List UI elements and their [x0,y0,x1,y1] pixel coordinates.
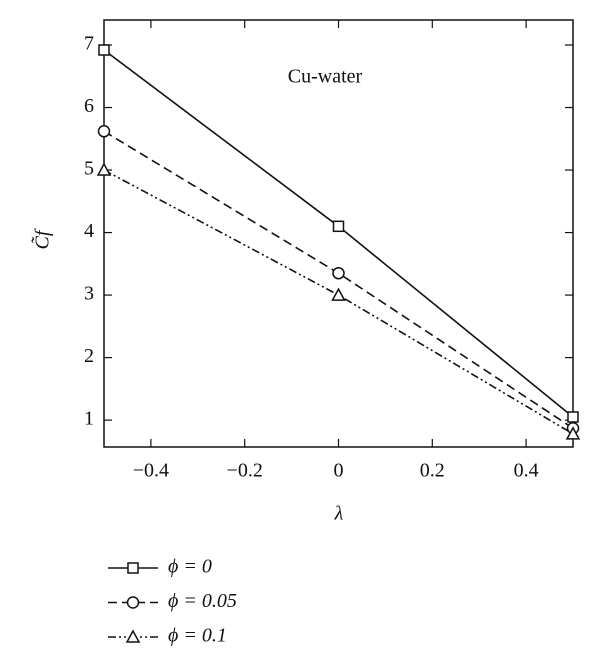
marker [565,426,581,440]
y-tick-label: 2 [84,345,94,367]
x-axis-label: λ [334,503,344,525]
x-tick-label: −0.4 [133,460,169,482]
legend-label: ϕ = 0.1 [168,625,227,647]
marker [97,125,111,138]
y-tick-label: 1 [84,408,94,430]
marker [331,287,346,301]
legend-label: ϕ = 0.05 [168,590,237,612]
y-tick-label: 7 [84,33,94,55]
series-line [103,169,574,435]
marker [332,220,345,233]
legend-label: ϕ = 0 [168,556,212,578]
legend-marker [125,629,141,643]
x-tick-label: 0 [334,460,344,482]
annotation: Cu-water [288,66,363,88]
y-axis-label: C̃f [30,228,53,249]
marker [567,411,579,423]
y-tick-label: 6 [84,95,94,117]
legend-marker [127,562,139,574]
legend-marker [126,596,140,609]
y-tick-label: 4 [84,220,94,242]
x-tick-label: −0.2 [227,460,263,482]
y-tick-label: 5 [84,158,94,180]
marker [332,266,345,280]
x-tick-label: 0.2 [420,460,445,482]
x-tick-label: 0.4 [514,460,539,482]
marker [96,162,112,176]
y-tick-label: 3 [84,283,94,305]
series-line [103,130,574,429]
series-line [103,49,574,418]
marker [98,44,110,56]
